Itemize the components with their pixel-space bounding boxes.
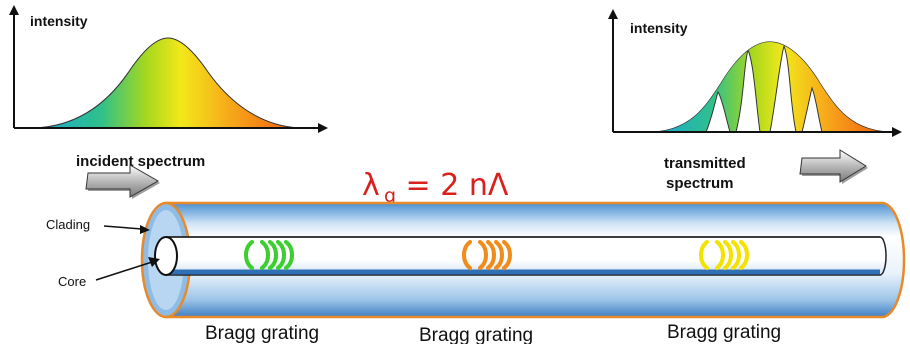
- equation-rhs: = 2 nΛ: [396, 168, 509, 203]
- transmitted-intensity-label: intensity: [630, 20, 688, 36]
- transmitted-fill: [654, 42, 888, 132]
- bragg-grating-1: [244, 240, 294, 270]
- bragg-grating-label-3: Bragg grating: [667, 322, 781, 343]
- incident-spectrum-caption: incident spectrum: [76, 153, 205, 170]
- svg-text:= 2 nΛ: = 2 nΛ: [396, 168, 509, 203]
- bragg-grating-label-2: Bragg grating: [419, 325, 533, 344]
- incident-intensity-label: intensity: [30, 13, 88, 29]
- notch-3: [769, 44, 797, 132]
- incident-x-axis-arrowhead: [318, 123, 328, 133]
- core-label: Core: [58, 274, 86, 289]
- incident-spectrum-plot: intensity incident spectrum: [9, 5, 328, 170]
- transmitted-x-axis-arrowhead: [892, 127, 902, 137]
- bragg-grating-2: [462, 240, 512, 270]
- transmitted-caption-line2: spectrum: [666, 175, 734, 192]
- bragg-grating-label-1: Bragg grating: [205, 323, 319, 344]
- right-arrow-icon: [799, 149, 868, 184]
- core-end-face: [154, 236, 178, 276]
- svg-text:g: g: [384, 185, 396, 207]
- cladding-label: Clading: [46, 217, 90, 232]
- svg-text:λ: λ: [362, 168, 380, 203]
- incident-spectrum-curve: [34, 37, 301, 129]
- right-arrow-icon: [85, 164, 160, 199]
- notch-1: [705, 90, 731, 132]
- bragg-grating-3: [699, 240, 749, 270]
- cladding-callout: Clading: [46, 217, 150, 234]
- incident-y-axis-arrowhead: [9, 5, 19, 15]
- core-callout: Core: [58, 257, 160, 289]
- bragg-equation: λ g = 2 nΛ: [362, 168, 509, 207]
- optical-fiber: [140, 201, 906, 319]
- transmitted-y-axis-arrowhead: [608, 9, 618, 19]
- notch-4: [801, 86, 823, 132]
- transmitted-caption-line1: transmitted: [664, 155, 746, 172]
- equation-lambda: λ: [362, 168, 380, 203]
- equation-subscript: g: [384, 185, 396, 207]
